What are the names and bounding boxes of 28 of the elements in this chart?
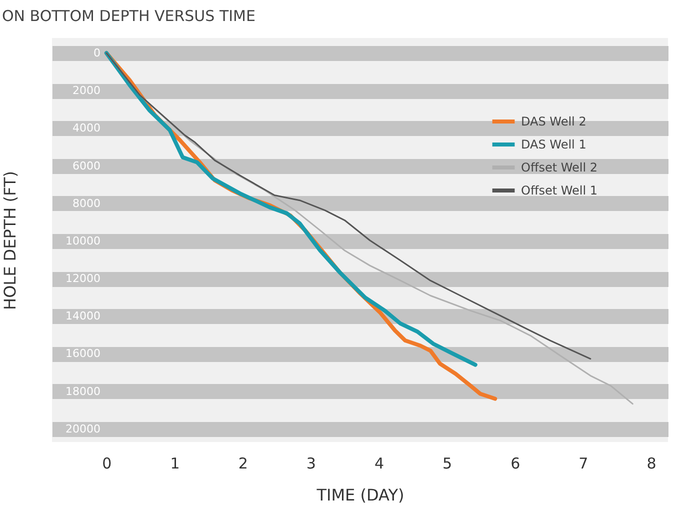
legend-label: Offset Well 1 bbox=[521, 184, 598, 198]
line-series bbox=[106, 52, 592, 360]
y-tick-label: 4000 bbox=[72, 122, 100, 135]
y-tick-label: 12000 bbox=[66, 272, 100, 286]
x-tick-label: 7 bbox=[578, 454, 588, 472]
legend-label: DAS Well 1 bbox=[521, 138, 586, 152]
chart-title: ON BOTTOM DEPTH VERSUS TIME bbox=[2, 7, 256, 25]
y-tick-label: 8000 bbox=[72, 196, 100, 210]
x-axis-title: TIME (DAY) bbox=[316, 486, 404, 504]
x-tick-label: 2 bbox=[238, 454, 248, 472]
y-tick-label: 18000 bbox=[66, 384, 100, 398]
x-tick-label: 3 bbox=[306, 454, 316, 472]
x-tick-label: 6 bbox=[510, 454, 520, 472]
legend-label: Offset Well 2 bbox=[521, 160, 598, 174]
x-tick-label: 0 bbox=[102, 454, 112, 472]
y-tick-label: 2000 bbox=[72, 84, 100, 98]
x-tick-label: 8 bbox=[646, 454, 656, 472]
y-tick-label: 20000 bbox=[66, 422, 100, 436]
y-tick-label: 16000 bbox=[66, 347, 100, 360]
x-tick-label: 1 bbox=[170, 454, 180, 472]
x-tick-label: 4 bbox=[374, 454, 384, 472]
x-tick-label: 5 bbox=[442, 454, 452, 472]
y-axis-title: HOLE DEPTH (FT) bbox=[0, 171, 20, 310]
y-tick-label: 14000 bbox=[66, 310, 100, 323]
y-tick-label: 0 bbox=[94, 46, 100, 60]
y-tick-label: 6000 bbox=[72, 159, 100, 172]
legend-label: DAS Well 2 bbox=[521, 114, 586, 128]
y-tick-label: 10000 bbox=[66, 234, 100, 248]
